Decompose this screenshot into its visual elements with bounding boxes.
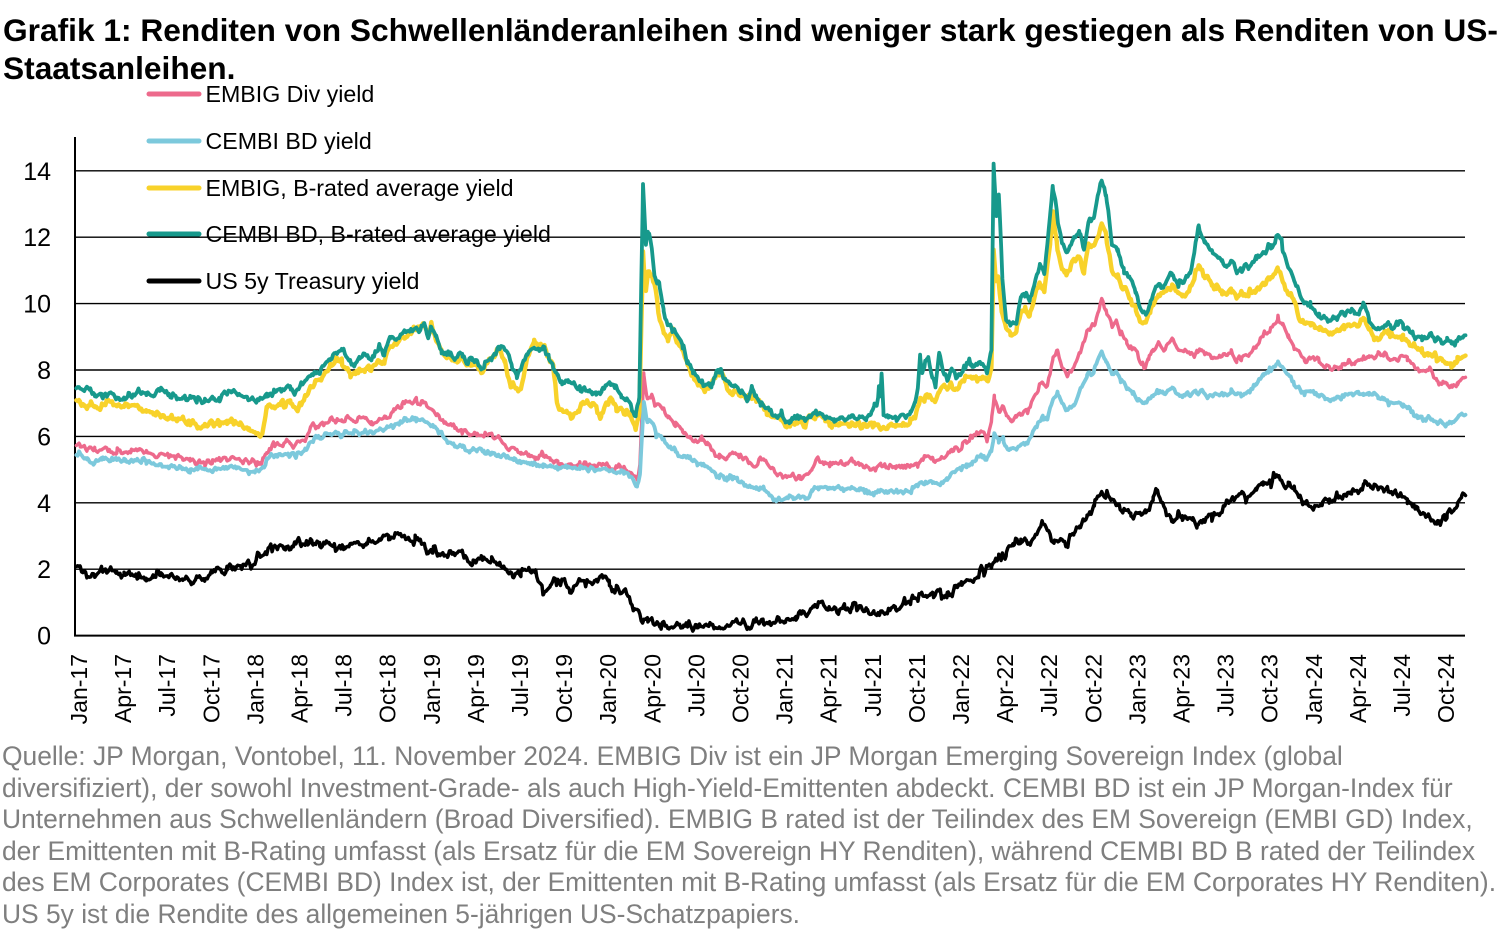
svg-text:Jul-21: Jul-21 — [860, 654, 886, 717]
svg-text:Jul-19: Jul-19 — [507, 654, 533, 717]
svg-text:Oct-18: Oct-18 — [375, 654, 401, 723]
svg-text:Jul-22: Jul-22 — [1036, 654, 1062, 717]
svg-text:Jan-21: Jan-21 — [772, 654, 798, 724]
svg-text:Apr-23: Apr-23 — [1169, 654, 1195, 723]
svg-text:Jul-20: Jul-20 — [683, 654, 709, 717]
svg-text:Jan-24: Jan-24 — [1301, 654, 1327, 725]
svg-text:Oct-20: Oct-20 — [728, 654, 754, 723]
svg-text:14: 14 — [23, 158, 51, 186]
svg-text:Jul-23: Jul-23 — [1213, 654, 1239, 717]
svg-text:12: 12 — [23, 224, 51, 252]
svg-text:Jan-19: Jan-19 — [419, 654, 445, 724]
svg-text:Jan-17: Jan-17 — [66, 654, 92, 724]
svg-text:6: 6 — [37, 423, 51, 451]
svg-text:Oct-23: Oct-23 — [1257, 654, 1283, 723]
svg-text:CEMBI BD, B-rated average yiel: CEMBI BD, B-rated average yield — [206, 221, 551, 247]
svg-text:Apr-17: Apr-17 — [110, 654, 136, 723]
svg-text:Jul-17: Jul-17 — [154, 654, 180, 717]
svg-text:Apr-19: Apr-19 — [463, 654, 489, 723]
svg-text:EMBIG, B-rated average yield: EMBIG, B-rated average yield — [206, 175, 514, 201]
svg-text:Jan-22: Jan-22 — [948, 654, 974, 724]
svg-text:4: 4 — [37, 490, 51, 518]
svg-text:Oct-24: Oct-24 — [1433, 654, 1459, 723]
svg-text:Oct-21: Oct-21 — [904, 654, 930, 723]
svg-text:8: 8 — [37, 357, 51, 385]
svg-text:Jan-18: Jan-18 — [242, 654, 268, 724]
svg-text:Apr-24: Apr-24 — [1345, 654, 1371, 723]
svg-text:Oct-22: Oct-22 — [1080, 654, 1106, 723]
svg-text:Oct-19: Oct-19 — [551, 654, 577, 723]
svg-text:EMBIG Div yield: EMBIG Div yield — [206, 81, 375, 107]
svg-text:Apr-21: Apr-21 — [816, 654, 842, 723]
svg-text:Jul-18: Jul-18 — [331, 654, 357, 717]
svg-text:0: 0 — [37, 623, 51, 651]
svg-text:Jan-20: Jan-20 — [595, 654, 621, 724]
svg-text:Apr-20: Apr-20 — [639, 654, 665, 723]
svg-text:2: 2 — [37, 556, 51, 584]
svg-text:CEMBI BD yield: CEMBI BD yield — [206, 128, 372, 154]
svg-text:Jul-24: Jul-24 — [1389, 654, 1415, 717]
svg-text:Apr-18: Apr-18 — [287, 654, 313, 723]
svg-text:US 5y Treasury yield: US 5y Treasury yield — [206, 268, 420, 294]
svg-text:Apr-22: Apr-22 — [992, 654, 1018, 723]
svg-text:Oct-17: Oct-17 — [198, 654, 224, 723]
svg-text:10: 10 — [23, 291, 51, 319]
svg-text:Jan-23: Jan-23 — [1124, 654, 1150, 724]
